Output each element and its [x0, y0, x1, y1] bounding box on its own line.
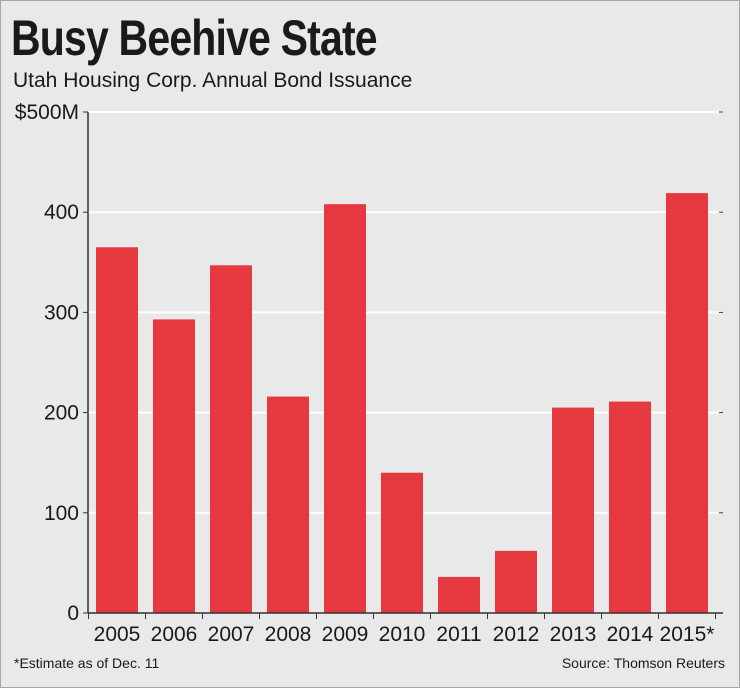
bar-2008: [267, 396, 309, 613]
x-tick-label-2006: 2006: [151, 623, 198, 646]
bar-2009: [324, 204, 366, 613]
bar-2007: [210, 265, 252, 613]
y-tick-label-4: 400: [44, 201, 79, 224]
bar-2011: [438, 576, 480, 613]
x-tick-label-2013: 2013: [550, 623, 597, 646]
x-tick-label-2009: 2009: [322, 623, 369, 646]
y-tick-label-2: 200: [44, 402, 79, 425]
bar-2013: [552, 407, 594, 613]
bar-2014: [609, 401, 651, 613]
x-tick-label-2014: 2014: [607, 623, 654, 646]
y-tick-label-1: 100: [44, 502, 79, 525]
x-tick-label-2005: 2005: [94, 623, 141, 646]
x-tick-label-2010: 2010: [379, 623, 426, 646]
bar-2015*: [666, 193, 708, 614]
x-tick-label-2008: 2008: [265, 623, 312, 646]
source-note: Source: Thomson Reuters: [561, 655, 725, 671]
bar-2010: [381, 472, 423, 613]
x-tick-label-2011: 2011: [436, 623, 481, 646]
x-tick-label-2012: 2012: [493, 623, 540, 646]
estimate-footnote: *Estimate as of Dec. 11: [14, 655, 160, 671]
chart-title: Busy Beehive State: [11, 10, 378, 66]
x-tick-label-2015*: 2015*: [660, 623, 715, 646]
bar-2012: [495, 550, 537, 613]
y-tick-label-0: 0: [67, 602, 79, 625]
x-tick-label-2007: 2007: [208, 623, 255, 646]
y-tick-label-3: 300: [44, 301, 79, 324]
y-tick-label-5: $500M: [15, 101, 79, 124]
bar-2005: [96, 247, 138, 613]
chart-subtitle: Utah Housing Corp. Annual Bond Issuance: [13, 69, 413, 92]
bar-2006: [153, 319, 195, 613]
